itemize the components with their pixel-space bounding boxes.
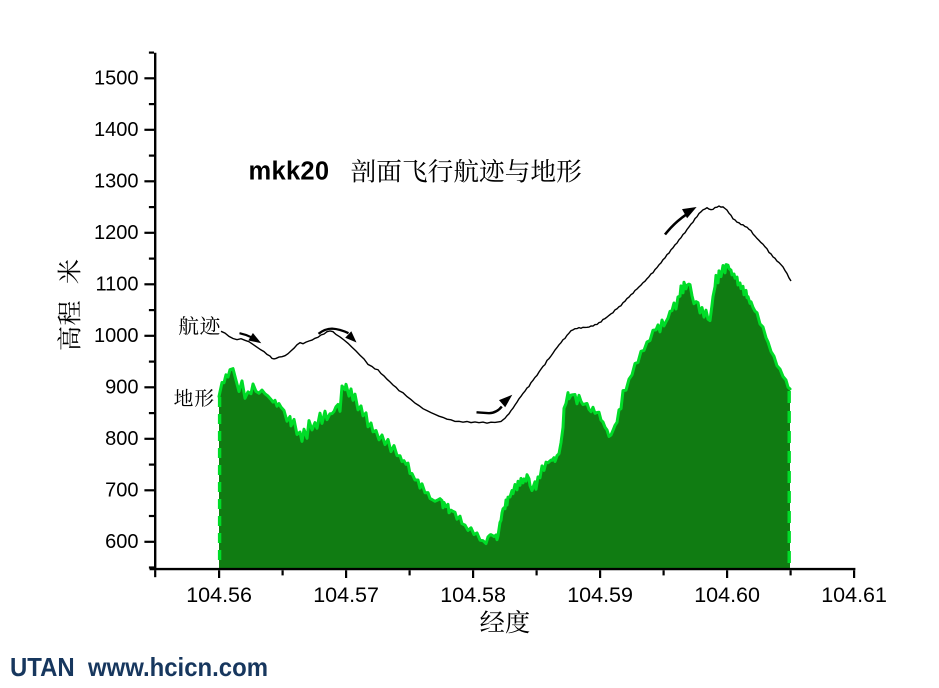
svg-text:104.59: 104.59 — [567, 583, 633, 607]
svg-text:1500: 1500 — [94, 68, 139, 90]
svg-text:600: 600 — [105, 531, 138, 553]
svg-text:1100: 1100 — [95, 274, 138, 296]
svg-text:1200: 1200 — [94, 222, 139, 244]
svg-text:104.61: 104.61 — [821, 583, 887, 607]
svg-text:104.56: 104.56 — [186, 583, 252, 607]
svg-text:UTAN www.hcicn.com: UTAN www.hcicn.com — [10, 652, 268, 682]
svg-text:1400: 1400 — [94, 119, 139, 141]
svg-text:mkk20: mkk20 — [249, 157, 330, 185]
svg-text:104.57: 104.57 — [313, 583, 379, 607]
svg-text:1000: 1000 — [94, 325, 139, 347]
svg-text:104.58: 104.58 — [440, 583, 506, 607]
svg-text:1300: 1300 — [94, 171, 139, 193]
svg-text:700: 700 — [105, 480, 138, 502]
svg-text:104.60: 104.60 — [694, 583, 760, 607]
svg-text:800: 800 — [105, 428, 138, 450]
svg-text:900: 900 — [105, 377, 138, 399]
